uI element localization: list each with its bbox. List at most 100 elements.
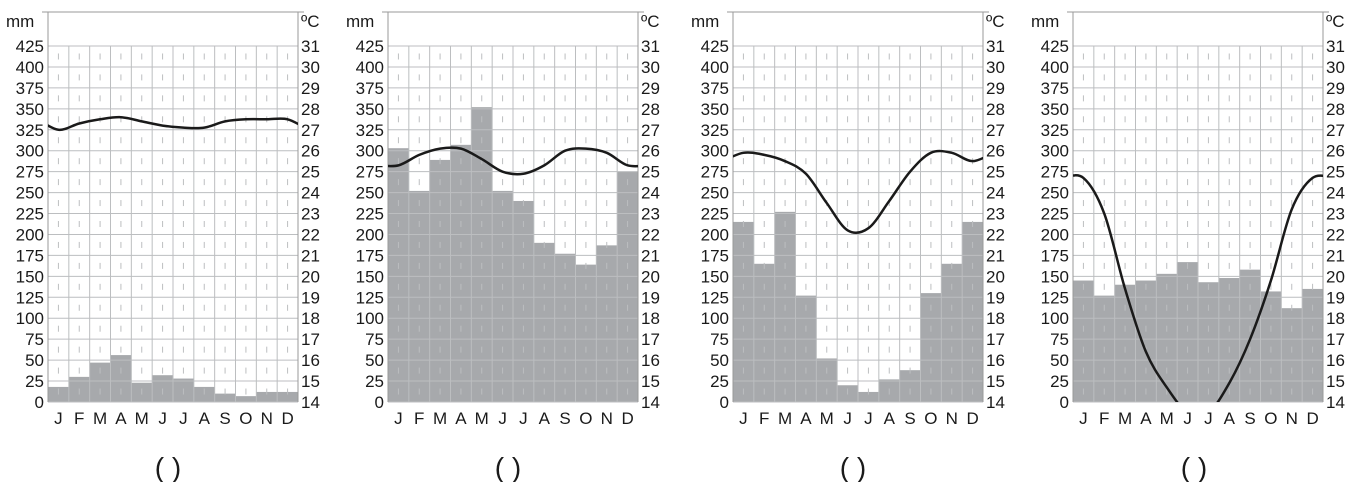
y2-tick-label: 23 bbox=[301, 205, 320, 224]
y-tick-label: 175 bbox=[16, 246, 44, 265]
precip-bar bbox=[733, 221, 754, 402]
y2-tick-label: 17 bbox=[301, 330, 320, 349]
y2-tick-label: 24 bbox=[301, 184, 320, 203]
chart-caption: ( ) bbox=[495, 452, 521, 482]
month-label: J bbox=[394, 409, 403, 428]
month-label: J bbox=[1204, 409, 1213, 428]
y-tick-label: 100 bbox=[701, 309, 729, 328]
precip-bar bbox=[277, 391, 298, 402]
month-label: A bbox=[884, 409, 896, 428]
month-label: A bbox=[539, 409, 551, 428]
y2-tick-label: 22 bbox=[1326, 225, 1345, 244]
y-tick-label: 350 bbox=[1041, 100, 1069, 119]
y-tick-label: 100 bbox=[356, 309, 384, 328]
month-label: M bbox=[820, 409, 834, 428]
month-label: M bbox=[778, 409, 792, 428]
y2-axis-unit: ºC bbox=[641, 12, 660, 31]
y-tick-label: 350 bbox=[16, 100, 44, 119]
y2-tick-label: 26 bbox=[1326, 142, 1345, 161]
precip-bar bbox=[1114, 284, 1136, 402]
y-tick-label: 375 bbox=[356, 79, 384, 98]
y-tick-label: 200 bbox=[1041, 225, 1069, 244]
precip-bar bbox=[1302, 288, 1323, 402]
y-tick-label: 300 bbox=[1041, 142, 1069, 161]
month-label: J bbox=[864, 409, 873, 428]
month-label: A bbox=[199, 409, 211, 428]
y-tick-label: 150 bbox=[356, 267, 384, 286]
y2-axis-unit: ºC bbox=[986, 12, 1005, 31]
month-label: M bbox=[433, 409, 447, 428]
y-tick-label: 375 bbox=[16, 79, 44, 98]
y-tick-label: 50 bbox=[365, 351, 384, 370]
y-axis-unit: mm bbox=[691, 12, 719, 31]
precip-bar bbox=[110, 355, 132, 402]
y-tick-label: 175 bbox=[1041, 246, 1069, 265]
y2-tick-label: 31 bbox=[1326, 37, 1345, 56]
y2-tick-label: 27 bbox=[1326, 121, 1345, 140]
y2-tick-label: 23 bbox=[1326, 205, 1345, 224]
y2-tick-label: 16 bbox=[986, 351, 1005, 370]
chart-caption: ( ) bbox=[840, 452, 866, 482]
y2-tick-label: 30 bbox=[641, 58, 660, 77]
y2-tick-label: 21 bbox=[986, 246, 1005, 265]
y2-tick-label: 14 bbox=[986, 393, 1005, 412]
y-tick-label: 150 bbox=[16, 267, 44, 286]
y2-tick-label: 16 bbox=[641, 351, 660, 370]
y-tick-label: 75 bbox=[1050, 330, 1069, 349]
y-tick-label: 50 bbox=[710, 351, 729, 370]
temperature-line bbox=[48, 115, 298, 132]
precip-bar bbox=[1156, 273, 1178, 402]
y2-tick-label: 20 bbox=[1326, 267, 1345, 286]
y2-tick-label: 21 bbox=[301, 246, 320, 265]
precip-bar bbox=[1281, 308, 1303, 402]
y-tick-label: 375 bbox=[701, 79, 729, 98]
y2-tick-label: 16 bbox=[1326, 351, 1345, 370]
y-tick-label: 400 bbox=[701, 58, 729, 77]
y-tick-label: 275 bbox=[16, 163, 44, 182]
precip-bar bbox=[214, 393, 236, 402]
y-tick-label: 100 bbox=[1041, 309, 1069, 328]
y2-tick-label: 30 bbox=[986, 58, 1005, 77]
y2-tick-label: 17 bbox=[1326, 330, 1345, 349]
month-label: J bbox=[1079, 409, 1088, 428]
y-tick-label: 0 bbox=[375, 393, 384, 412]
y2-tick-label: 15 bbox=[301, 372, 320, 391]
precip-bar bbox=[513, 200, 534, 402]
month-label: F bbox=[74, 409, 84, 428]
y2-tick-label: 25 bbox=[1326, 163, 1345, 182]
y-tick-label: 400 bbox=[16, 58, 44, 77]
y-tick-label: 75 bbox=[25, 330, 44, 349]
y2-tick-label: 18 bbox=[1326, 309, 1345, 328]
y-tick-label: 100 bbox=[16, 309, 44, 328]
month-label: M bbox=[1118, 409, 1132, 428]
month-label: D bbox=[1306, 409, 1318, 428]
y2-tick-label: 29 bbox=[986, 79, 1005, 98]
y-tick-label: 425 bbox=[1041, 37, 1069, 56]
precip-bar bbox=[89, 362, 111, 402]
temperature-line bbox=[733, 149, 983, 234]
y2-tick-label: 29 bbox=[641, 79, 660, 98]
y-tick-label: 0 bbox=[35, 393, 44, 412]
y2-tick-label: 25 bbox=[641, 163, 660, 182]
y2-tick-label: 28 bbox=[986, 100, 1005, 119]
y-tick-label: 225 bbox=[356, 205, 384, 224]
y2-tick-label: 24 bbox=[641, 184, 660, 203]
y2-tick-label: 27 bbox=[986, 121, 1005, 140]
month-label: F bbox=[414, 409, 424, 428]
y2-tick-label: 18 bbox=[301, 309, 320, 328]
month-label: J bbox=[739, 409, 748, 428]
y-tick-label: 0 bbox=[1060, 393, 1069, 412]
y-tick-label: 250 bbox=[701, 184, 729, 203]
y-axis-unit: mm bbox=[6, 12, 34, 31]
y-tick-label: 0 bbox=[720, 393, 729, 412]
y2-tick-label: 23 bbox=[986, 205, 1005, 224]
month-label: O bbox=[239, 409, 252, 428]
chart-caption: ( ) bbox=[1181, 452, 1207, 482]
precip-bar bbox=[408, 190, 430, 402]
month-label: D bbox=[966, 409, 978, 428]
precip-bar bbox=[1135, 280, 1157, 402]
y-tick-label: 175 bbox=[356, 246, 384, 265]
y-tick-label: 125 bbox=[1041, 288, 1069, 307]
